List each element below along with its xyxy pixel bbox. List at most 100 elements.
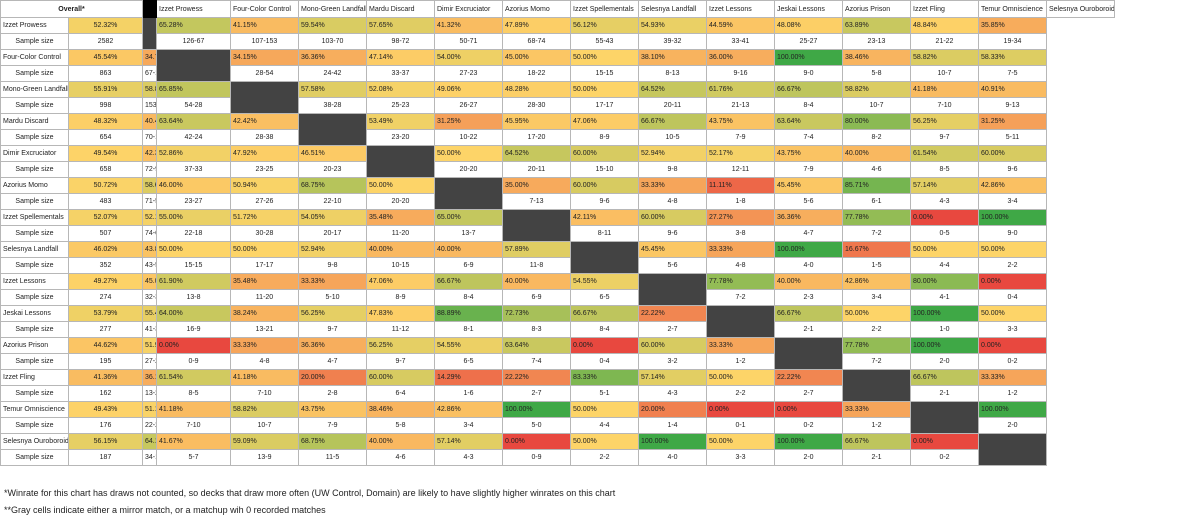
matchup-record-cell[interactable]: 0-9 (502, 449, 571, 466)
matchup-record-cell[interactable]: 3-4 (434, 417, 503, 434)
matchup-winrate-cell[interactable]: 68.75% (298, 433, 367, 450)
matchup-record-cell[interactable]: 107-153 (230, 33, 299, 50)
sample-size-label[interactable]: Sample size (0, 193, 69, 210)
matchup-record-cell[interactable]: 4-6 (842, 161, 911, 178)
matchup-record-cell[interactable]: 3-8 (706, 225, 775, 242)
matchup-record-cell[interactable]: 7-2 (842, 225, 911, 242)
matchup-record-cell[interactable]: 4-7 (774, 225, 843, 242)
matchup-record-cell[interactable]: 1-0 (910, 321, 979, 338)
matchup-winrate-cell[interactable]: 50.00% (842, 305, 911, 322)
matchup-winrate-cell[interactable]: 41.32% (434, 17, 503, 34)
overall-sample-cell[interactable]: 277 (68, 321, 143, 338)
matchup-winrate-cell[interactable]: 54.93% (638, 17, 707, 34)
matchup-record-cell[interactable]: 38-28 (298, 97, 367, 114)
matchup-winrate-cell[interactable]: 27.27% (706, 209, 775, 226)
matchup-winrate-cell[interactable]: 83.33% (570, 369, 639, 386)
matchup-winrate-cell[interactable]: 48.84% (910, 17, 979, 34)
matchup-winrate-cell[interactable]: 16.67% (842, 241, 911, 258)
matchup-record-cell[interactable]: 4-0 (638, 449, 707, 466)
matchup-record-cell[interactable]: 10-15 (366, 257, 435, 274)
matchup-record-cell[interactable]: 0-9 (156, 353, 231, 370)
matchup-winrate-cell[interactable]: 43.75% (298, 401, 367, 418)
matchup-record-cell[interactable]: 4-7 (298, 353, 367, 370)
matchup-winrate-cell[interactable]: 47.92% (230, 145, 299, 162)
matchup-record-cell[interactable]: 5-6 (774, 193, 843, 210)
matchup-winrate-cell[interactable]: 50.00% (570, 433, 639, 450)
matchup-record-cell[interactable]: 33-41 (706, 33, 775, 50)
matchup-record-cell[interactable]: 7-2 (706, 289, 775, 306)
matchup-winrate-cell[interactable]: 0.00% (978, 273, 1047, 290)
matchup-winrate-cell[interactable]: 77.78% (842, 337, 911, 354)
matchup-record-cell[interactable]: 34-19 (142, 449, 157, 466)
matchup-winrate-cell[interactable]: 66.67% (910, 369, 979, 386)
matchup-record-cell[interactable]: 23-25 (230, 161, 299, 178)
matchup-winrate-cell[interactable]: 66.67% (842, 433, 911, 450)
matchup-record-cell[interactable]: 9-0 (978, 225, 1047, 242)
matchup-winrate-cell[interactable]: 66.67% (638, 113, 707, 130)
matchup-winrate-cell[interactable]: 40.46% (142, 113, 157, 130)
matchup-record-cell[interactable]: 9-8 (298, 257, 367, 274)
matchup-record-cell[interactable]: 9-6 (638, 225, 707, 242)
matchup-record-cell[interactable]: 7-10 (156, 417, 231, 434)
matchup-winrate-cell[interactable]: 45.07% (142, 273, 157, 290)
matchup-winrate-cell[interactable]: 61.54% (156, 369, 231, 386)
row-label-selesnya-landfall[interactable]: Selesnya Landfall (0, 241, 69, 258)
matchup-winrate-cell[interactable]: 63.64% (774, 113, 843, 130)
matchup-winrate-cell[interactable]: 100.00% (774, 433, 843, 450)
matchup-winrate-cell[interactable]: 22.22% (502, 369, 571, 386)
matchup-winrate-cell[interactable]: 47.14% (366, 49, 435, 66)
matchup-winrate-cell[interactable]: 68.75% (298, 177, 367, 194)
matchup-winrate-cell[interactable]: 58.82% (230, 401, 299, 418)
matchup-winrate-cell[interactable]: 50.00% (230, 241, 299, 258)
matchup-record-cell[interactable]: 6-1 (842, 193, 911, 210)
matchup-winrate-cell[interactable]: 43.88% (142, 241, 157, 258)
matchup-record-cell[interactable]: 70-103 (142, 129, 157, 146)
overall-sample-cell[interactable]: 352 (68, 257, 143, 274)
matchup-record-cell[interactable]: 54-28 (156, 97, 231, 114)
overall-sample-cell[interactable]: 195 (68, 353, 143, 370)
row-label-selesnya-ouroboroid[interactable]: Selesnya Ouroboroid (0, 433, 69, 450)
matchup-record-cell[interactable]: 23-20 (366, 129, 435, 146)
matchup-winrate-cell[interactable]: 31.25% (434, 113, 503, 130)
overall-sample-cell[interactable]: 507 (68, 225, 143, 242)
matchup-record-cell[interactable]: 67-126 (142, 65, 157, 82)
matchup-record-cell[interactable]: 8-13 (638, 65, 707, 82)
matchup-record-cell[interactable]: 0-4 (570, 353, 639, 370)
matchup-winrate-cell[interactable]: 65.28% (156, 17, 231, 34)
matchup-record-cell[interactable]: 10-22 (434, 129, 503, 146)
matchup-record-cell[interactable]: 9-7 (298, 321, 367, 338)
matchup-winrate-cell[interactable]: 35.00% (502, 177, 571, 194)
matchup-winrate-cell[interactable]: 54.00% (434, 49, 503, 66)
row-label-izzet-fling[interactable]: Izzet Fling (0, 369, 69, 386)
matchup-winrate-cell[interactable]: 50.00% (570, 49, 639, 66)
matchup-record-cell[interactable]: 20-23 (298, 161, 367, 178)
matchup-record-cell[interactable]: 2-2 (570, 449, 639, 466)
matchup-winrate-cell[interactable]: 40.91% (978, 81, 1047, 98)
matchup-record-cell[interactable]: 4-8 (230, 353, 299, 370)
matchup-winrate-cell[interactable]: 60.00% (638, 209, 707, 226)
matchup-winrate-cell[interactable]: 40.00% (366, 241, 435, 258)
sample-size-label[interactable]: Sample size (0, 97, 69, 114)
matchup-winrate-cell[interactable]: 44.59% (706, 17, 775, 34)
matchup-winrate-cell[interactable]: 60.00% (366, 369, 435, 386)
matchup-winrate-cell[interactable]: 80.00% (842, 113, 911, 130)
matchup-winrate-cell[interactable]: 60.00% (978, 145, 1047, 162)
matchup-record-cell[interactable]: 41-33 (142, 321, 157, 338)
matchup-winrate-cell[interactable]: 42.86% (842, 273, 911, 290)
matchup-record-cell[interactable]: 11-5 (298, 449, 367, 466)
matchup-record-cell[interactable]: 33-37 (366, 65, 435, 82)
matchup-record-cell[interactable]: 7-4 (774, 129, 843, 146)
matchup-winrate-cell[interactable]: 50.00% (366, 177, 435, 194)
overall-sample-cell[interactable]: 863 (68, 65, 143, 82)
matchup-winrate-cell[interactable]: 53.49% (366, 113, 435, 130)
overall-sample-cell[interactable]: 2582 (68, 33, 143, 50)
matchup-record-cell[interactable]: 2-7 (774, 385, 843, 402)
matchup-record-cell[interactable]: 27-25 (142, 353, 157, 370)
matchup-winrate-cell[interactable]: 0.00% (978, 337, 1047, 354)
matchup-record-cell[interactable]: 2-1 (774, 321, 843, 338)
matchup-winrate-cell[interactable]: 43.75% (774, 145, 843, 162)
matchup-record-cell[interactable]: 8-9 (570, 129, 639, 146)
matchup-winrate-cell[interactable]: 33.33% (978, 369, 1047, 386)
matchup-record-cell[interactable]: 11-12 (366, 321, 435, 338)
matchup-winrate-cell[interactable]: 36.36% (298, 49, 367, 66)
